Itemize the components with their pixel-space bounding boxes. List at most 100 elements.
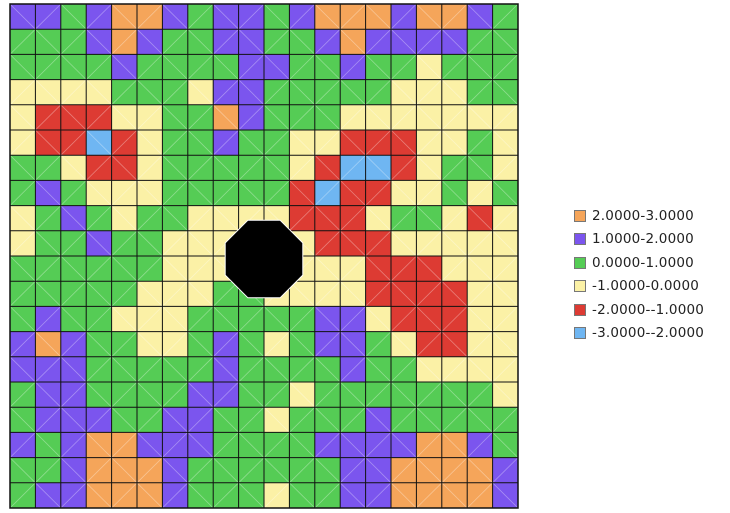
grid-diagonal xyxy=(289,306,316,332)
grid-diagonal xyxy=(212,406,239,433)
grid-diagonal xyxy=(111,356,138,383)
grid-diagonal xyxy=(416,154,443,181)
contour-cell xyxy=(187,356,214,383)
grid-diagonal xyxy=(136,28,163,55)
contour-cell xyxy=(111,306,138,332)
contour-cell xyxy=(187,432,214,458)
contour-cell xyxy=(264,155,290,181)
grid-diagonal xyxy=(212,356,239,383)
grid-diagonal xyxy=(466,28,493,55)
contour-cell xyxy=(162,482,189,509)
grid-diagonal xyxy=(466,180,493,206)
grid-diagonal xyxy=(136,180,163,206)
grid-diagonal xyxy=(365,432,392,458)
grid-diagonal xyxy=(187,154,214,181)
contour-cell xyxy=(86,407,112,433)
grid-diagonal xyxy=(365,180,392,206)
contour-cell xyxy=(416,432,443,458)
contour-cell xyxy=(314,306,341,332)
grid-diagonal xyxy=(136,3,163,30)
grid-diagonal xyxy=(35,104,62,131)
contour-cell xyxy=(111,407,138,433)
grid-diagonal xyxy=(390,432,417,458)
contour-cell xyxy=(187,382,214,408)
grid-diagonal xyxy=(492,28,519,55)
grid-diagonal xyxy=(492,79,519,106)
contour-cell xyxy=(467,457,493,484)
contour-cell xyxy=(162,79,189,106)
grid-diagonal xyxy=(111,154,138,181)
contour-cell xyxy=(492,457,519,484)
legend-swatch xyxy=(574,209,586,222)
contour-cell xyxy=(391,382,417,408)
contour-cell xyxy=(416,104,443,131)
grid-diagonal xyxy=(314,180,341,206)
grid-diagonal xyxy=(466,406,493,433)
grid-diagonal xyxy=(263,306,290,332)
grid-diagonal xyxy=(314,331,341,358)
grid-diagonal xyxy=(212,129,239,156)
contour-cell xyxy=(238,432,265,458)
grid-diagonal xyxy=(441,482,468,509)
contour-cell xyxy=(35,432,62,458)
contour-cell xyxy=(264,482,290,509)
contour-cell xyxy=(187,205,214,232)
grid-diagonal xyxy=(212,205,239,232)
contour-cell xyxy=(10,205,36,232)
grid-diagonal xyxy=(263,54,290,80)
grid-diagonal xyxy=(416,54,443,80)
grid-diagonal xyxy=(111,54,138,80)
contour-cell xyxy=(111,256,138,282)
grid-diagonal xyxy=(390,306,417,332)
contour-cell xyxy=(365,382,392,408)
contour-cell xyxy=(137,407,163,433)
grid-diagonal xyxy=(314,129,341,156)
contour-cell xyxy=(289,457,316,484)
contour-cell xyxy=(467,205,493,232)
contour-cell xyxy=(60,382,87,408)
grid-diagonal xyxy=(111,432,138,458)
contour-cell xyxy=(238,180,265,206)
grid-diagonal xyxy=(212,28,239,55)
legend-swatch xyxy=(574,303,586,316)
contour-cell xyxy=(213,130,239,156)
grid-diagonal xyxy=(35,3,62,30)
grid-diagonal xyxy=(85,255,112,282)
grid-diagonal xyxy=(162,432,189,458)
contour-cell xyxy=(111,230,138,257)
contour-cell xyxy=(391,180,417,206)
contour-cell xyxy=(238,54,265,80)
grid-diagonal xyxy=(390,79,417,106)
contour-cell xyxy=(416,482,443,509)
contour-cell xyxy=(314,356,341,383)
contour-cell xyxy=(111,356,138,383)
grid-diagonal xyxy=(314,28,341,55)
grid-diagonal xyxy=(238,457,265,484)
contour-cell xyxy=(314,281,341,307)
grid-diagonal xyxy=(111,28,138,55)
contour-cell xyxy=(391,356,417,383)
grid-diagonal xyxy=(416,406,443,433)
grid-diagonal xyxy=(85,54,112,80)
grid-diagonal xyxy=(339,255,366,282)
contour-cell xyxy=(492,4,519,30)
contour-cell xyxy=(162,382,189,408)
contour-cell xyxy=(60,180,87,206)
grid-diagonal xyxy=(60,54,87,80)
grid-diagonal xyxy=(60,457,87,484)
grid-diagonal xyxy=(187,482,214,509)
grid-diagonal xyxy=(263,381,290,408)
contour-cell xyxy=(340,482,366,509)
contour-cell xyxy=(467,79,493,106)
contour-cell xyxy=(137,457,163,484)
contour-cell xyxy=(289,29,316,55)
contour-cell xyxy=(314,29,341,55)
contour-cell xyxy=(60,356,87,383)
grid-diagonal xyxy=(365,255,392,282)
grid-diagonal xyxy=(314,482,341,509)
contour-cell xyxy=(162,457,189,484)
contour-cell xyxy=(441,29,468,55)
grid-diagonal xyxy=(187,255,214,282)
grid-diagonal xyxy=(466,331,493,358)
grid-diagonal xyxy=(162,79,189,106)
